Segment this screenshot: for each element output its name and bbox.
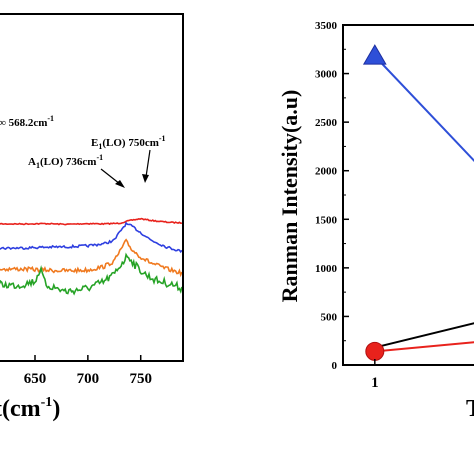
- right-y-tick-label: 0: [332, 360, 338, 372]
- right-y-tick-label: 3000: [315, 69, 338, 81]
- right-y-tick-label: 500: [321, 311, 338, 323]
- arrow-e1: [142, 149, 151, 183]
- triangle-marker: [362, 44, 387, 65]
- right-x-tick-label: 1: [371, 375, 379, 391]
- arrow-a1: [100, 168, 125, 188]
- right-plot-frame: [342, 24, 474, 366]
- intensity-series-2: [374, 322, 474, 349]
- left-spectrum-panel: 650 700 750 ∞ 568.2cm-1 E1(LO) 750cm-1 A1(…: [0, 13, 184, 422]
- right-y-axis-title: Ranman Intensity(a.u): [277, 90, 302, 303]
- intensity-series-3: [374, 341, 474, 353]
- spectrum-series-1: [0, 217, 182, 226]
- right-y-tick-label: 2500: [315, 117, 338, 129]
- right-intensity-panel: 0 500 1000 1500 2000 2500 3000 3500 1 Ranman Int…: [277, 20, 474, 422]
- left-x-axis-title: t(cm-1): [0, 395, 60, 422]
- circle-marker: [365, 341, 385, 361]
- spectrum-series-2: [0, 221, 183, 254]
- right-y-tick-label: 2000: [315, 166, 338, 178]
- peak-label-a1: A1(LO) 736cm-1: [28, 153, 103, 170]
- spectrum-series-4: [0, 252, 183, 296]
- right-y-tick-label: 1000: [315, 263, 338, 275]
- intensity-series-1: [374, 55, 474, 162]
- left-x-tick-label: 700: [77, 371, 100, 387]
- left-plot-frame: [0, 13, 184, 362]
- left-x-tick-label: 650: [24, 371, 47, 387]
- right-markers-group: [362, 44, 387, 361]
- peak-label-partial: ∞ 568.2cm-1: [0, 114, 54, 129]
- peak-label-e1: E1(LO) 750cm-1: [91, 134, 166, 151]
- right-series-group: [374, 55, 474, 353]
- left-series-group: [0, 217, 183, 296]
- left-x-tick-label: 750: [129, 371, 152, 387]
- spectrum-series-3: [0, 238, 183, 278]
- right-y-tick-label: 1500: [315, 214, 338, 226]
- right-ticks-group: 0 500 1000 1500 2000 2500 3000 3500 1: [315, 20, 379, 391]
- right-x-axis-title-fragment: T: [466, 396, 474, 422]
- left-ticks-group: 650 700 750: [24, 355, 152, 387]
- right-y-tick-label: 3500: [315, 20, 338, 32]
